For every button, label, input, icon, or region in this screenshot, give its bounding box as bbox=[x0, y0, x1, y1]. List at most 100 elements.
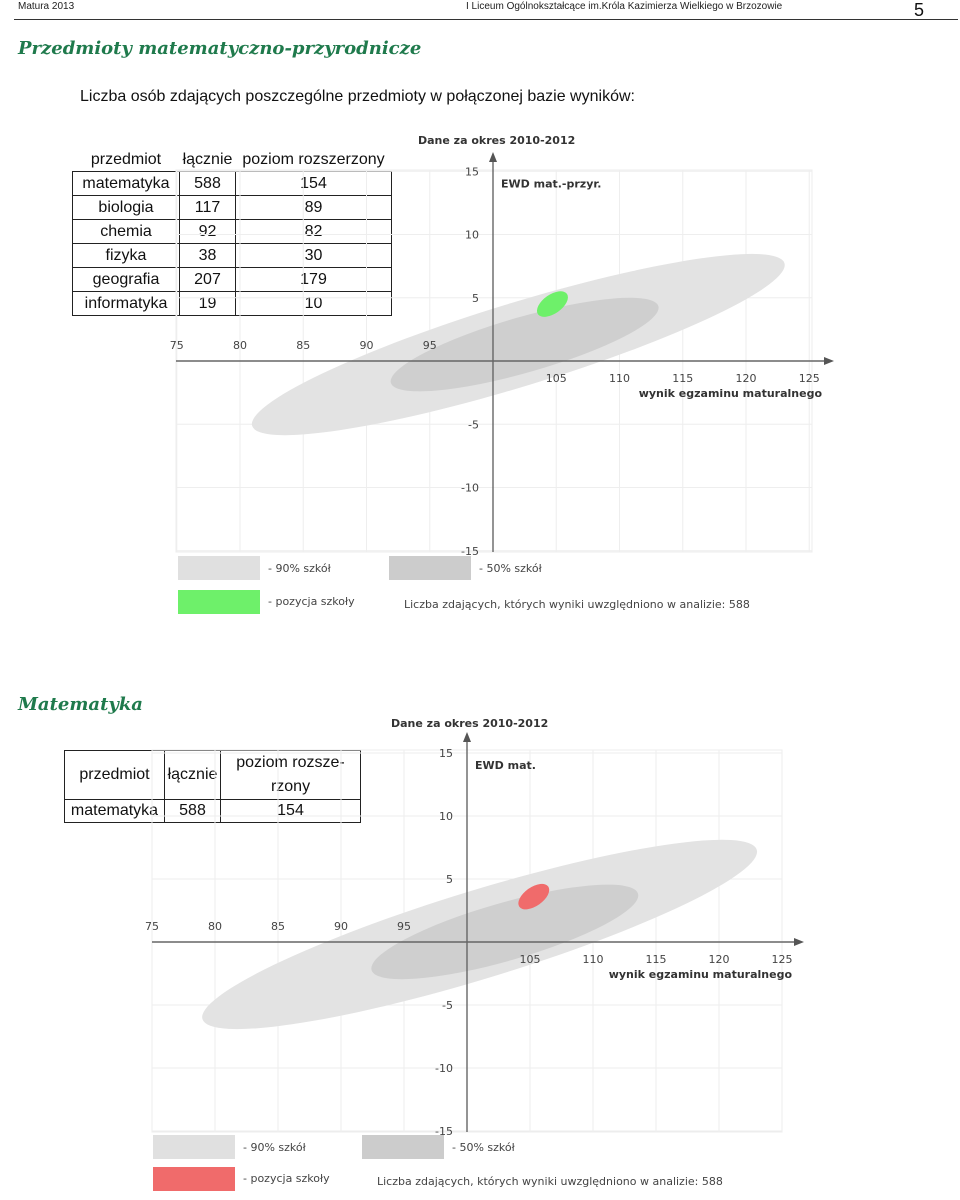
header-left: Matura 2013 bbox=[18, 1, 75, 12]
x-axis-label: wynik egzaminu maturalnego bbox=[609, 968, 793, 981]
y-axis-arrow-icon bbox=[489, 152, 497, 162]
y-tick-label: -10 bbox=[461, 482, 479, 495]
x-tick-label: 125 bbox=[772, 953, 793, 966]
header-line: rzony bbox=[270, 778, 311, 795]
legend-swatch-school bbox=[153, 1167, 235, 1191]
y-tick-label: 10 bbox=[465, 229, 479, 242]
legend-label-50: - 50% szkół bbox=[452, 1141, 516, 1154]
ellipse-50-percent bbox=[371, 884, 639, 980]
table-row: matematyka 588 154 bbox=[72, 171, 392, 196]
legend-label-50: - 50% szkół bbox=[479, 562, 543, 575]
column-header: łącznie bbox=[182, 150, 233, 168]
analysis-count-note: Liczba zdających, których wyniki uwzględ… bbox=[377, 1175, 723, 1188]
x-tick-label: 85 bbox=[296, 339, 310, 352]
table-cell: matematyka bbox=[64, 799, 165, 823]
table-cell: 117 bbox=[179, 195, 236, 220]
x-tick-label: 110 bbox=[583, 953, 604, 966]
math-table: przedmiot łącznie poziom rozsze- rzony m… bbox=[64, 750, 361, 823]
school-position-marker bbox=[518, 883, 550, 910]
table-cell: 154 bbox=[235, 171, 392, 196]
x-tick-label: 115 bbox=[646, 953, 667, 966]
y-tick-label: 5 bbox=[446, 873, 453, 886]
chart-title: Dane za okres 2010-2012 bbox=[391, 717, 548, 730]
x-tick-label: 90 bbox=[334, 920, 348, 933]
table-row: informatyka 19 10 bbox=[72, 291, 392, 316]
y-tick-label: 15 bbox=[465, 165, 479, 178]
ellipse-50-percent bbox=[390, 297, 659, 392]
y-axis-label: EWD mat.-przyr. bbox=[501, 177, 601, 190]
table-cell: biologia bbox=[72, 195, 180, 220]
table-cell: 30 bbox=[235, 243, 392, 268]
x-tick-label: 125 bbox=[799, 372, 820, 385]
table-row: geografia 207 179 bbox=[72, 267, 392, 292]
y-tick-label: 5 bbox=[472, 292, 479, 305]
y-tick-label: -5 bbox=[442, 999, 453, 1012]
table-cell: 89 bbox=[235, 195, 392, 220]
y-axis-label: EWD mat. bbox=[475, 759, 536, 772]
legend-swatch-school bbox=[178, 590, 260, 614]
legend-swatch-90 bbox=[153, 1135, 235, 1159]
x-tick-label: 105 bbox=[546, 372, 567, 385]
x-tick-label: 115 bbox=[672, 372, 693, 385]
y-tick-label: -15 bbox=[461, 545, 479, 558]
column-header: poziom rozszerzony bbox=[242, 150, 385, 168]
table-cell: 588 bbox=[179, 171, 236, 196]
x-tick-label: 75 bbox=[170, 339, 184, 352]
x-axis-arrow-icon bbox=[794, 938, 804, 946]
x-tick-label: 90 bbox=[360, 339, 374, 352]
table-cell: matematyka bbox=[72, 171, 180, 196]
y-tick-label: -15 bbox=[435, 1125, 453, 1138]
legend-swatch-50 bbox=[389, 556, 471, 580]
table-header-row: przedmiot łącznie poziom rozszerzony bbox=[73, 148, 392, 172]
x-tick-label: 80 bbox=[208, 920, 222, 933]
table-row: biologia 117 89 bbox=[72, 195, 392, 220]
table-cell: 588 bbox=[164, 799, 221, 823]
x-tick-label: 75 bbox=[145, 920, 159, 933]
x-tick-label: 120 bbox=[736, 372, 757, 385]
section-title-mathematics: Matematyka bbox=[18, 694, 143, 715]
x-tick-label: 105 bbox=[520, 953, 541, 966]
legend-swatch-50 bbox=[362, 1135, 444, 1159]
header-school: I Liceum Ogólnokształcące im.Króla Kazim… bbox=[466, 1, 783, 12]
table-cell: 10 bbox=[235, 291, 392, 316]
table-cell: informatyka bbox=[72, 291, 180, 316]
y-tick-label: 15 bbox=[439, 747, 453, 760]
x-tick-label: 85 bbox=[271, 920, 285, 933]
legend-label-90: - 90% szkół bbox=[268, 562, 332, 575]
column-header: przedmiot bbox=[90, 150, 162, 168]
y-tick-label: -10 bbox=[435, 1062, 453, 1075]
table-row: fizyka 38 30 bbox=[72, 243, 392, 268]
chart-title: Dane za okres 2010-2012 bbox=[418, 134, 575, 147]
x-axis-arrow-icon bbox=[824, 357, 834, 365]
header-line: poziom rozsze- bbox=[236, 754, 345, 771]
x-tick-label: 120 bbox=[709, 953, 730, 966]
table-header-row: przedmiot łącznie poziom rozsze- rzony bbox=[64, 750, 361, 800]
y-tick-label: -5 bbox=[468, 418, 479, 431]
table-cell: geografia bbox=[72, 267, 180, 292]
page-number: 5 bbox=[914, 0, 925, 20]
table-cell: 154 bbox=[220, 799, 361, 823]
intro-text: Liczba osób zdających poszczególne przed… bbox=[80, 88, 635, 105]
x-tick-label: 95 bbox=[423, 339, 437, 352]
analysis-count-note: Liczba zdających, których wyniki uwzględ… bbox=[404, 598, 750, 611]
y-tick-label: 10 bbox=[439, 810, 453, 823]
column-header: przedmiot bbox=[64, 750, 165, 800]
section-title-math-science: Przedmioty matematyczno-przyrodnicze bbox=[18, 38, 422, 59]
school-position-marker bbox=[536, 291, 568, 317]
legend-label-90: - 90% szkół bbox=[243, 1141, 307, 1154]
table-cell: 19 bbox=[179, 291, 236, 316]
table-cell: 38 bbox=[179, 243, 236, 268]
y-axis-arrow-icon bbox=[463, 732, 471, 742]
column-header-extended: poziom rozsze- rzony bbox=[220, 750, 361, 800]
header-rule bbox=[14, 19, 958, 20]
x-tick-label: 110 bbox=[609, 372, 630, 385]
column-header: łącznie bbox=[164, 750, 221, 800]
legend-swatch-90 bbox=[178, 556, 260, 580]
subjects-table: przedmiot łącznie poziom rozszerzony mat… bbox=[72, 148, 392, 316]
x-tick-label: 80 bbox=[233, 339, 247, 352]
legend-label-school: - pozycja szkoły bbox=[243, 1172, 330, 1185]
x-tick-label: 95 bbox=[397, 920, 411, 933]
table-row: matematyka 588 154 bbox=[64, 799, 361, 823]
